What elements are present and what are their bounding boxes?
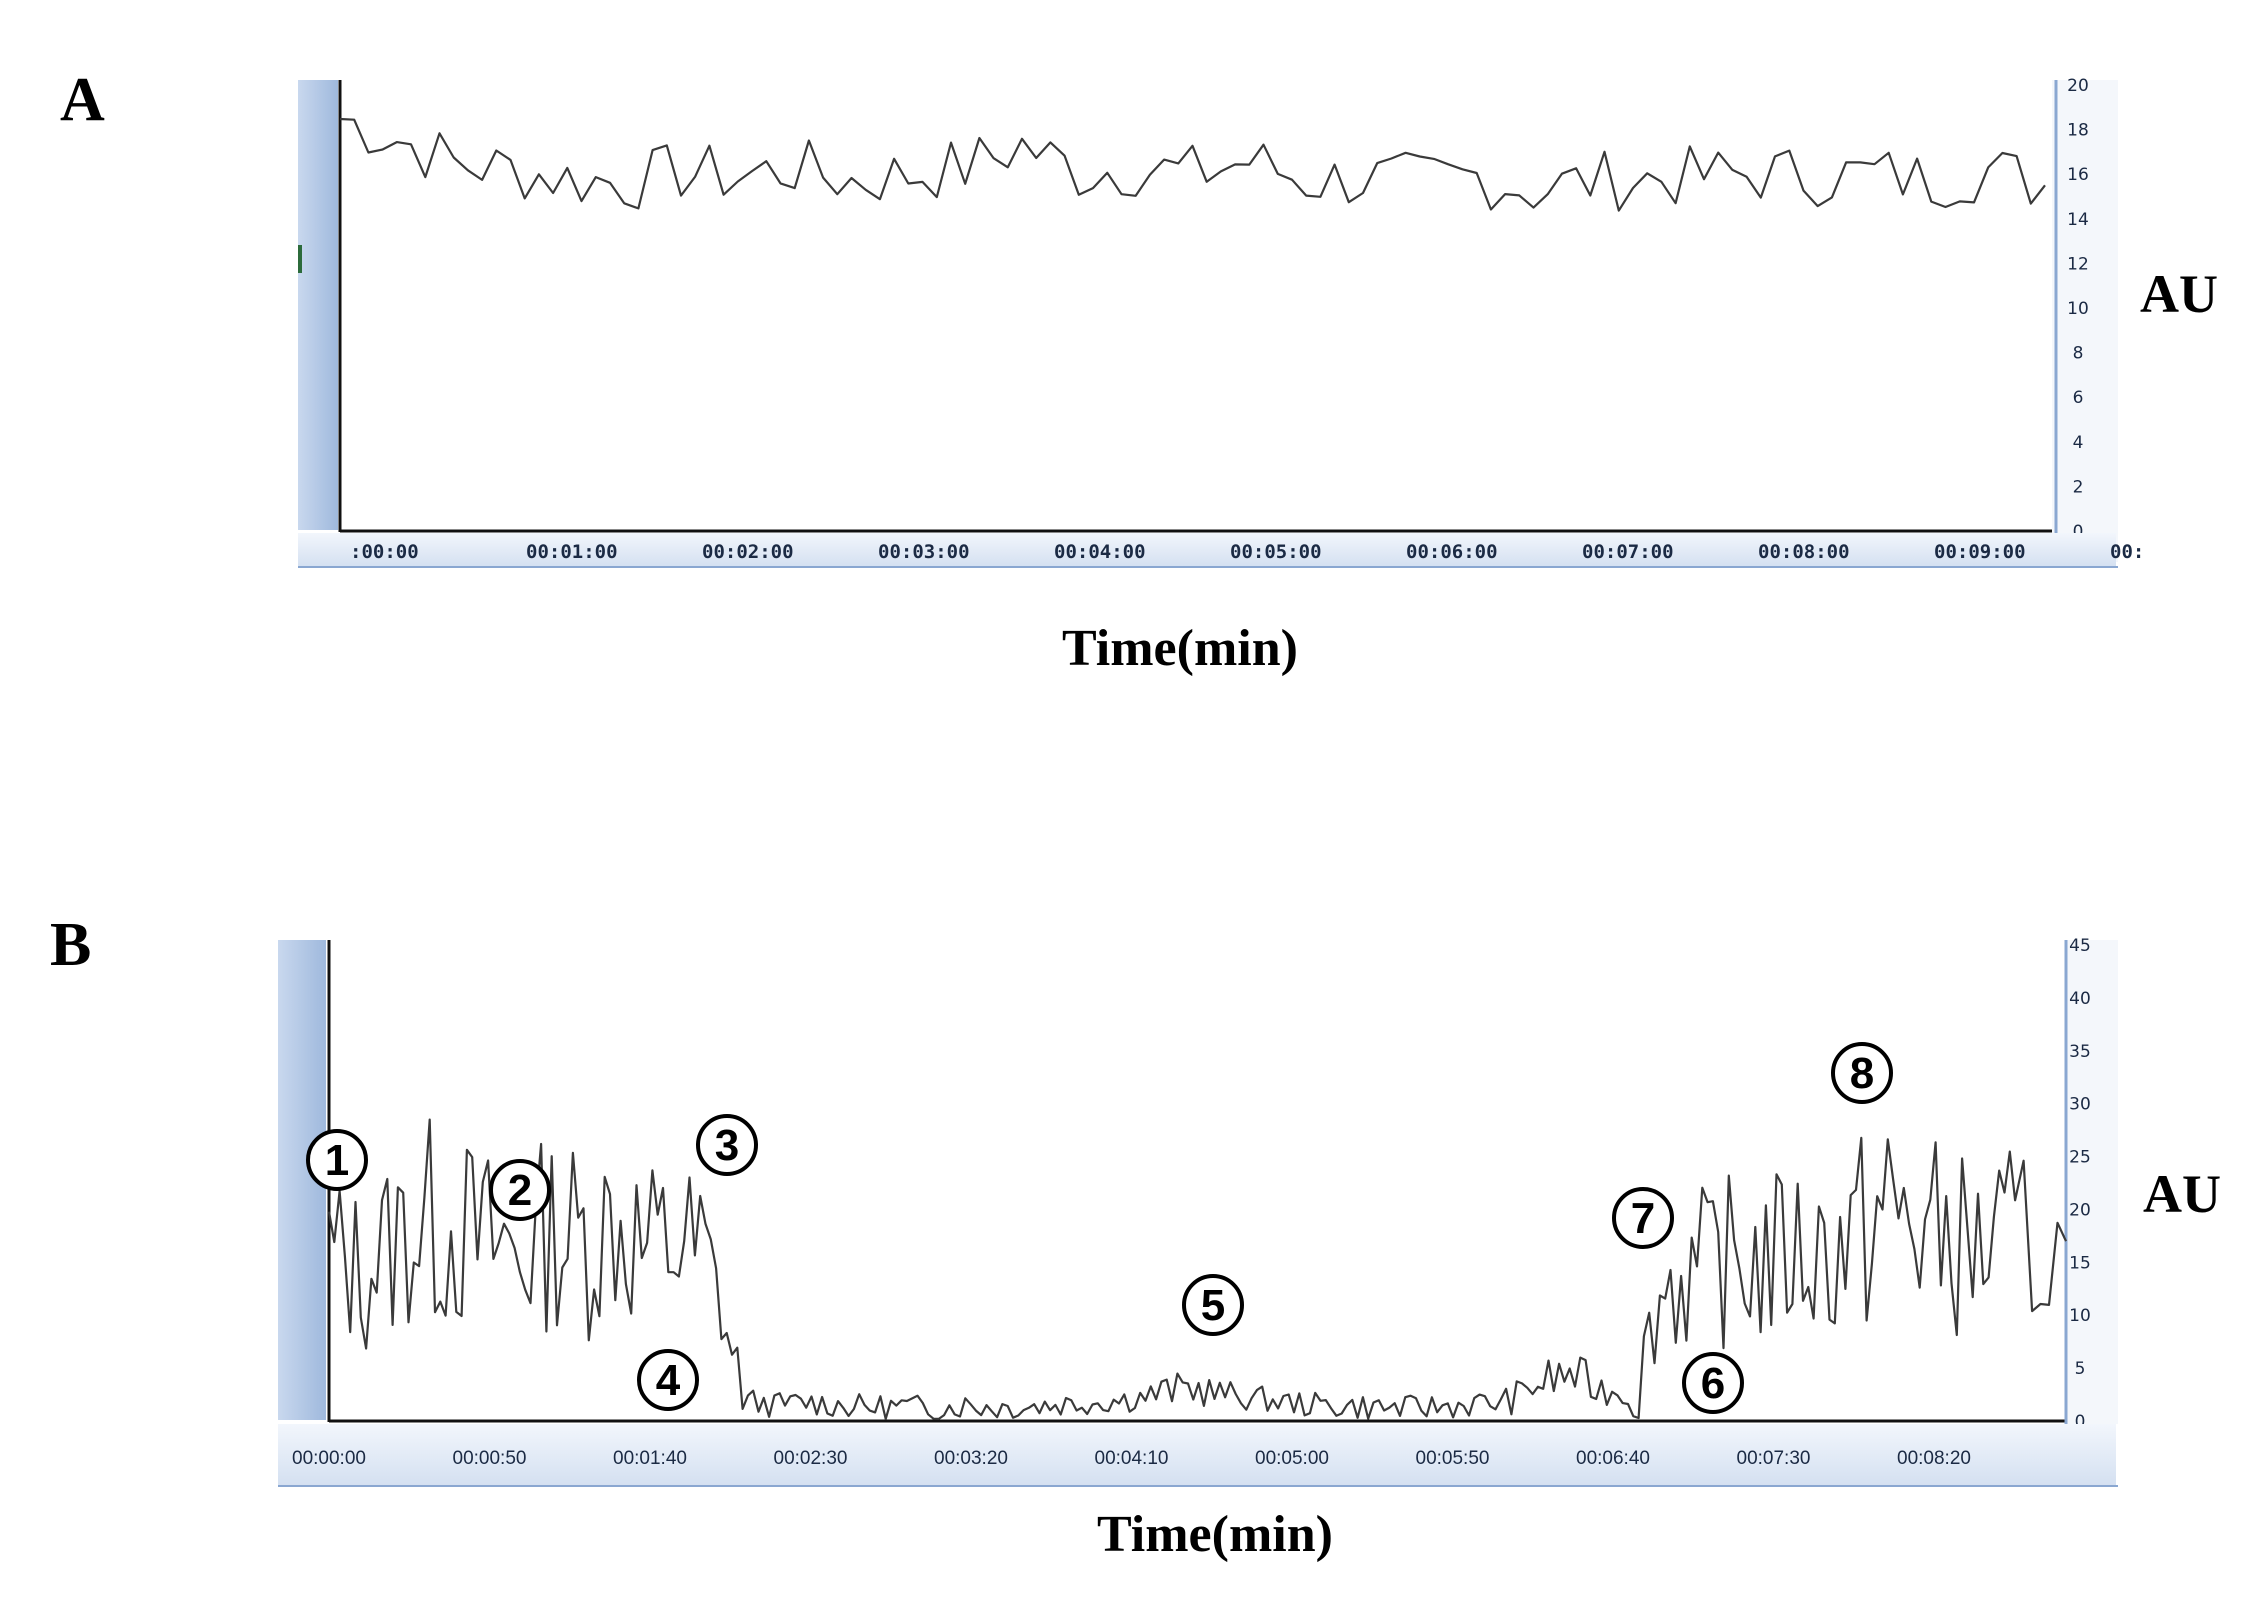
x-tick-label: 00:04:00 (1054, 541, 1146, 563)
x-tick-label: 00:05:00 (1230, 541, 1322, 563)
x-tick-label: 00:07:30 (1737, 1448, 1811, 1469)
x-tick-label: 00:01:40 (613, 1448, 687, 1469)
x-tick-label: 00:04:10 (1095, 1448, 1169, 1469)
y-tick-label: 20 (2069, 1200, 2091, 1220)
annotation-number: 1 (325, 1136, 349, 1185)
y-tick-label: 35 (2069, 1042, 2091, 1062)
x-tick-label: 00:06:00 (1406, 541, 1498, 563)
y-tick-label: 45 (2069, 936, 2091, 956)
x-tick-label: 00:00:50 (453, 1448, 527, 1469)
annotation-marker-2: 2 (489, 1159, 551, 1221)
annotation-circle (1682, 1352, 1744, 1414)
annotation-circle (489, 1159, 551, 1221)
panel-b-plot-area (326, 940, 2066, 1420)
annotation-marker-1: 1 (306, 1129, 368, 1191)
y-tick-label: 30 (2069, 1095, 2091, 1115)
x-tick-label: 00:02:00 (702, 541, 794, 563)
y-tick-label: 8 (2073, 344, 2084, 364)
panel-a-plot-area (340, 80, 2052, 530)
panel-a-series-line (339, 117, 2046, 212)
annotation-circle (1831, 1042, 1893, 1104)
x-tick-label: 00:09:00 (1934, 541, 2026, 563)
annotation-marker-5: 5 (1182, 1274, 1244, 1336)
y-tick-label: 25 (2069, 1148, 2091, 1168)
panel-b-time-bar (278, 1424, 2116, 1486)
x-tick-label: 00:06:40 (1576, 1448, 1650, 1469)
panel-b-series-line (327, 1118, 2067, 1421)
panel-b-annotations: 1 2 3 4 5 6 7 8 (306, 1042, 1893, 1414)
y-tick-label: 4 (2073, 433, 2084, 453)
panel-a-letter: A (60, 66, 105, 134)
x-tick-label: 00:08:00 (1758, 541, 1850, 563)
y-tick-label: 20 (2067, 76, 2089, 96)
y-tick-label: 12 (2067, 254, 2089, 274)
annotation-number: 2 (508, 1166, 532, 1215)
y-tick-label: 6 (2073, 388, 2084, 408)
annotation-marker-8: 8 (1831, 1042, 1893, 1104)
annotation-number: 7 (1631, 1194, 1655, 1243)
y-tick-label: 5 (2075, 1359, 2086, 1379)
annotation-number: 6 (1701, 1359, 1725, 1408)
x-tick-label: 00:07:00 (1582, 541, 1674, 563)
y-tick-label: 10 (2069, 1306, 2091, 1326)
annotation-circle (696, 1114, 758, 1176)
panel-b-y-axis-label: AU (2143, 1164, 2221, 1224)
annotation-marker-7: 7 (1612, 1187, 1674, 1249)
annotation-circle (1182, 1274, 1244, 1336)
panel-a-time-bar (298, 533, 2116, 567)
x-tick-label: 00:05:00 (1255, 1448, 1329, 1469)
panel-b-x-ticks: 00:00:00 00:00:50 00:01:40 00:02:30 00:03:20… (292, 1448, 1971, 1469)
y-tick-label: 0 (2073, 522, 2084, 542)
x-tick-label: 00: (2110, 541, 2144, 563)
y-tick-label: 0 (2075, 1412, 2086, 1432)
annotation-circle (1612, 1187, 1674, 1249)
x-tick-label: 00:02:30 (774, 1448, 848, 1469)
x-tick-label: 00:00:00 (292, 1448, 366, 1469)
x-tick-label: :00:00 (350, 541, 419, 563)
panel-a-y-axis-label: AU (2140, 264, 2218, 324)
y-tick-label: 10 (2067, 299, 2089, 319)
panel-b-x-axis-label: Time(min) (1097, 1506, 1333, 1563)
panel-a-y-ticks: 0 2 4 6 8 10 12 14 16 18 20 (2067, 76, 2089, 542)
annotation-number: 3 (715, 1121, 739, 1170)
panel-a-right-axis-strip (2052, 80, 2118, 562)
annotation-circle (306, 1129, 368, 1191)
x-tick-label: 00:03:20 (934, 1448, 1008, 1469)
panel-a-x-ticks: :00:00 00:01:00 00:02:00 00:03:00 00:04:00 00… (350, 541, 2144, 563)
annotation-marker-3: 3 (696, 1114, 758, 1176)
panel-b-right-axis-strip (2066, 940, 2118, 1424)
y-tick-label: 18 (2067, 121, 2089, 141)
panel-a: A 0 2 4 6 8 10 12 14 16 18 20 :00:00 00:01:00 00:02:… (60, 66, 2218, 677)
y-tick-label: 40 (2069, 989, 2091, 1009)
x-tick-label: 00:01:00 (526, 541, 618, 563)
annotation-marker-6: 6 (1682, 1352, 1744, 1414)
y-tick-label: 16 (2067, 165, 2089, 185)
x-tick-label: 00:05:50 (1416, 1448, 1490, 1469)
y-tick-label: 2 (2073, 477, 2084, 497)
y-tick-label: 15 (2069, 1253, 2091, 1273)
panel-b-y-ticks: 0 5 10 15 20 25 30 35 40 45 (2069, 936, 2091, 1432)
panel-a-x-axis-label: Time(min) (1062, 620, 1298, 677)
panel-a-strip-marker (298, 245, 302, 273)
panel-b-letter: B (50, 911, 91, 979)
annotation-number: 5 (1201, 1281, 1225, 1330)
panel-a-left-strip (298, 80, 338, 530)
y-tick-label: 14 (2067, 210, 2089, 230)
annotation-circle (637, 1349, 699, 1411)
annotation-number: 4 (656, 1356, 681, 1405)
annotation-marker-4: 4 (637, 1349, 699, 1411)
annotation-number: 8 (1850, 1049, 1874, 1098)
x-tick-label: 00:08:20 (1897, 1448, 1971, 1469)
x-tick-label: 00:03:00 (878, 541, 970, 563)
